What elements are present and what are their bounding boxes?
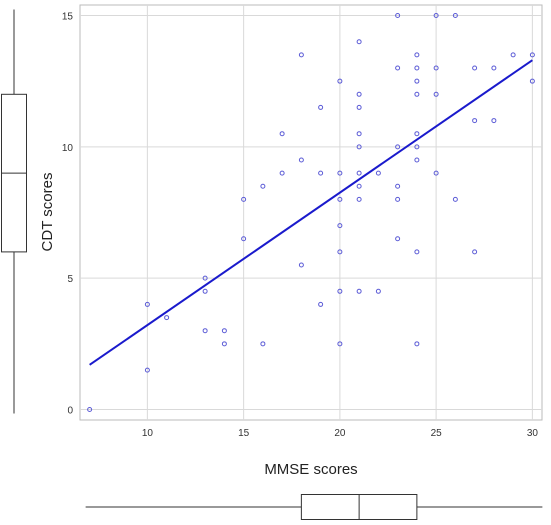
data-point <box>337 170 343 176</box>
data-point <box>337 249 343 255</box>
data-point <box>472 65 478 71</box>
data-point <box>433 13 439 19</box>
data-point <box>356 288 362 294</box>
data-points <box>87 13 535 412</box>
data-point <box>356 131 362 137</box>
tick-labels: 10 15 20 25 30 0 5 10 15 <box>62 12 538 439</box>
data-point <box>452 13 458 19</box>
data-point <box>491 118 497 124</box>
data-point <box>202 328 208 334</box>
data-point <box>356 196 362 202</box>
data-point <box>221 328 227 334</box>
x-tick-label: 20 <box>334 428 346 439</box>
data-point <box>144 367 150 373</box>
data-point <box>414 65 420 71</box>
data-point <box>164 315 170 321</box>
data-point <box>375 288 381 294</box>
data-point <box>414 249 420 255</box>
y-tick-label: 5 <box>67 274 73 285</box>
y-marginal-boxplot <box>1 9 27 414</box>
data-point <box>260 341 266 347</box>
data-point <box>318 104 324 110</box>
data-point <box>298 157 304 163</box>
x-tick-label: 30 <box>527 428 539 439</box>
data-point <box>414 91 420 97</box>
data-point <box>356 91 362 97</box>
data-point <box>241 236 247 242</box>
data-point <box>144 301 150 307</box>
data-point <box>395 144 401 150</box>
data-point <box>452 196 458 202</box>
data-point <box>529 52 535 58</box>
data-point <box>414 157 420 163</box>
x-tick-label: 15 <box>238 428 250 439</box>
data-point <box>491 65 497 71</box>
data-point <box>433 170 439 176</box>
data-point <box>395 236 401 242</box>
data-point <box>279 170 285 176</box>
x-marginal-boxplot <box>85 494 543 520</box>
data-point <box>298 262 304 268</box>
data-point <box>356 144 362 150</box>
data-point <box>375 170 381 176</box>
data-point <box>395 65 401 71</box>
data-point <box>356 183 362 189</box>
data-point <box>318 170 324 176</box>
data-point <box>472 249 478 255</box>
y-tick-label: 0 <box>67 405 73 416</box>
data-point <box>318 301 324 307</box>
data-point <box>414 341 420 347</box>
data-point <box>221 341 227 347</box>
data-point <box>337 223 343 229</box>
data-point <box>510 52 516 58</box>
data-point <box>395 13 401 19</box>
regression-line <box>89 59 533 366</box>
data-point <box>241 196 247 202</box>
y-tick-label: 10 <box>62 143 74 154</box>
data-point <box>414 131 420 137</box>
data-point <box>472 118 478 124</box>
data-point <box>298 52 304 58</box>
gridlines <box>80 5 542 420</box>
data-point <box>433 91 439 97</box>
x-axis-label: MMSE scores <box>264 461 357 478</box>
data-point <box>337 78 343 84</box>
data-point <box>87 406 93 412</box>
data-point <box>356 170 362 176</box>
data-point <box>395 183 401 189</box>
x-tick-label: 25 <box>431 428 443 439</box>
data-point <box>414 52 420 58</box>
data-point <box>356 39 362 45</box>
data-point <box>202 288 208 294</box>
data-point <box>395 196 401 202</box>
data-point <box>337 288 343 294</box>
data-point <box>337 196 343 202</box>
y-axis-label: CDT scores <box>39 173 56 252</box>
y-tick-label: 15 <box>62 12 74 23</box>
data-point <box>337 341 343 347</box>
data-point <box>414 78 420 84</box>
data-point <box>356 104 362 110</box>
data-point <box>529 78 535 84</box>
data-point <box>414 144 420 150</box>
data-point <box>433 65 439 71</box>
data-point <box>260 183 266 189</box>
data-point <box>202 275 208 281</box>
data-point <box>279 131 285 137</box>
x-tick-label: 10 <box>142 428 154 439</box>
